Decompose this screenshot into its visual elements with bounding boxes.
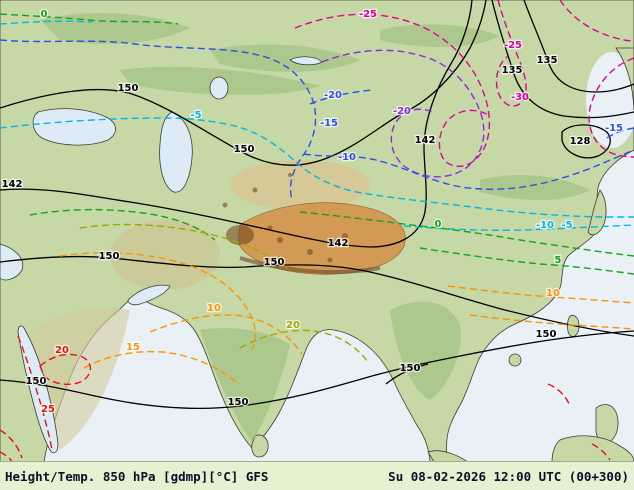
temp-contours-minus15 bbox=[0, 39, 634, 201]
contour-label: -15 bbox=[320, 118, 338, 129]
temp-contours-minus25 bbox=[294, 0, 634, 167]
sea-of-japan bbox=[586, 52, 634, 148]
contour-label: -30 bbox=[511, 92, 529, 103]
mediterranean-sea bbox=[0, 243, 24, 281]
island-borneo bbox=[551, 435, 634, 461]
island-sri-lanka bbox=[251, 434, 269, 458]
contour-label: 150 bbox=[228, 397, 249, 408]
caption-bar: Height/Temp. 850 hPa [gdmp][°C] GFS Su 0… bbox=[0, 462, 634, 490]
red-sea bbox=[17, 325, 59, 454]
contour-label: 150 bbox=[234, 144, 255, 155]
contour-label: 150 bbox=[536, 329, 557, 340]
temp-contours-olive bbox=[79, 223, 369, 363]
contour-label: -20 bbox=[324, 90, 342, 101]
caspian-sea bbox=[159, 111, 193, 193]
contour-label: 0 bbox=[41, 9, 48, 20]
contour-label: 142 bbox=[415, 135, 436, 146]
black-sea bbox=[32, 108, 116, 146]
contour-label: 20 bbox=[286, 320, 300, 331]
height-contours-layer bbox=[0, 0, 634, 410]
parameter-label: Height/Temp. 850 hPa [gdmp][°C] GFS bbox=[5, 468, 269, 484]
temp-contours-layer bbox=[0, 0, 634, 461]
aral-sea bbox=[209, 76, 229, 100]
contour-label: -10 bbox=[338, 152, 356, 163]
contour-labels-layer: 1501421501501421501421351351281501501501… bbox=[0, 8, 624, 417]
contour-label: 20 bbox=[55, 345, 69, 356]
contour-label: 150 bbox=[118, 83, 139, 94]
iranian-plateau bbox=[110, 220, 220, 290]
temp-contours-plus20 bbox=[0, 335, 611, 461]
contour-label: -5 bbox=[190, 110, 201, 121]
contour-label: 5 bbox=[555, 255, 562, 266]
temp-contours-minus20 bbox=[321, 49, 485, 178]
karakoram bbox=[226, 225, 254, 245]
contour-label: 0 bbox=[435, 219, 442, 230]
mountain-speckles bbox=[222, 173, 348, 263]
contour-label: 10 bbox=[546, 288, 560, 299]
tarim-basin bbox=[230, 160, 370, 210]
arabian-desert bbox=[30, 308, 130, 450]
contour-label: -15 bbox=[605, 123, 623, 134]
contour-label: -10 bbox=[536, 220, 554, 231]
contour-label: 15 bbox=[126, 342, 140, 353]
contour-label: -25 bbox=[504, 40, 522, 51]
contour-label: -20 bbox=[393, 106, 411, 117]
contour-label: 150 bbox=[400, 363, 421, 374]
contour-label: 135 bbox=[537, 55, 558, 66]
temp-contours-minus5 bbox=[0, 20, 634, 231]
contour-label: 25 bbox=[41, 404, 55, 415]
contour-label: 150 bbox=[26, 376, 47, 387]
island-sumatra bbox=[427, 450, 468, 461]
contour-label: -25 bbox=[359, 9, 377, 20]
water-bodies-layer bbox=[0, 56, 323, 454]
contour-label: 142 bbox=[328, 238, 349, 249]
contour-label: 135 bbox=[502, 65, 523, 76]
island-hainan bbox=[508, 353, 522, 367]
contour-label: 150 bbox=[264, 257, 285, 268]
contour-label: 150 bbox=[99, 251, 120, 262]
contour-label: 142 bbox=[2, 179, 23, 190]
temp-contours-zero bbox=[0, 13, 634, 275]
persian-gulf bbox=[127, 284, 171, 306]
datetime-label: Su 08-02-2026 12:00 UTC (00+300) bbox=[388, 468, 629, 484]
contour-label: 10 bbox=[207, 303, 221, 314]
terrain-layer bbox=[30, 160, 406, 450]
temp-contours-plus10 bbox=[59, 251, 634, 383]
contour-label: 128 bbox=[570, 136, 591, 147]
korea-peninsula bbox=[587, 189, 607, 236]
weather-map: 150 142 150 150 142 150 142 135 135 128 150 150 150 1… bbox=[0, 0, 634, 462]
contour-label: -5 bbox=[561, 220, 572, 231]
